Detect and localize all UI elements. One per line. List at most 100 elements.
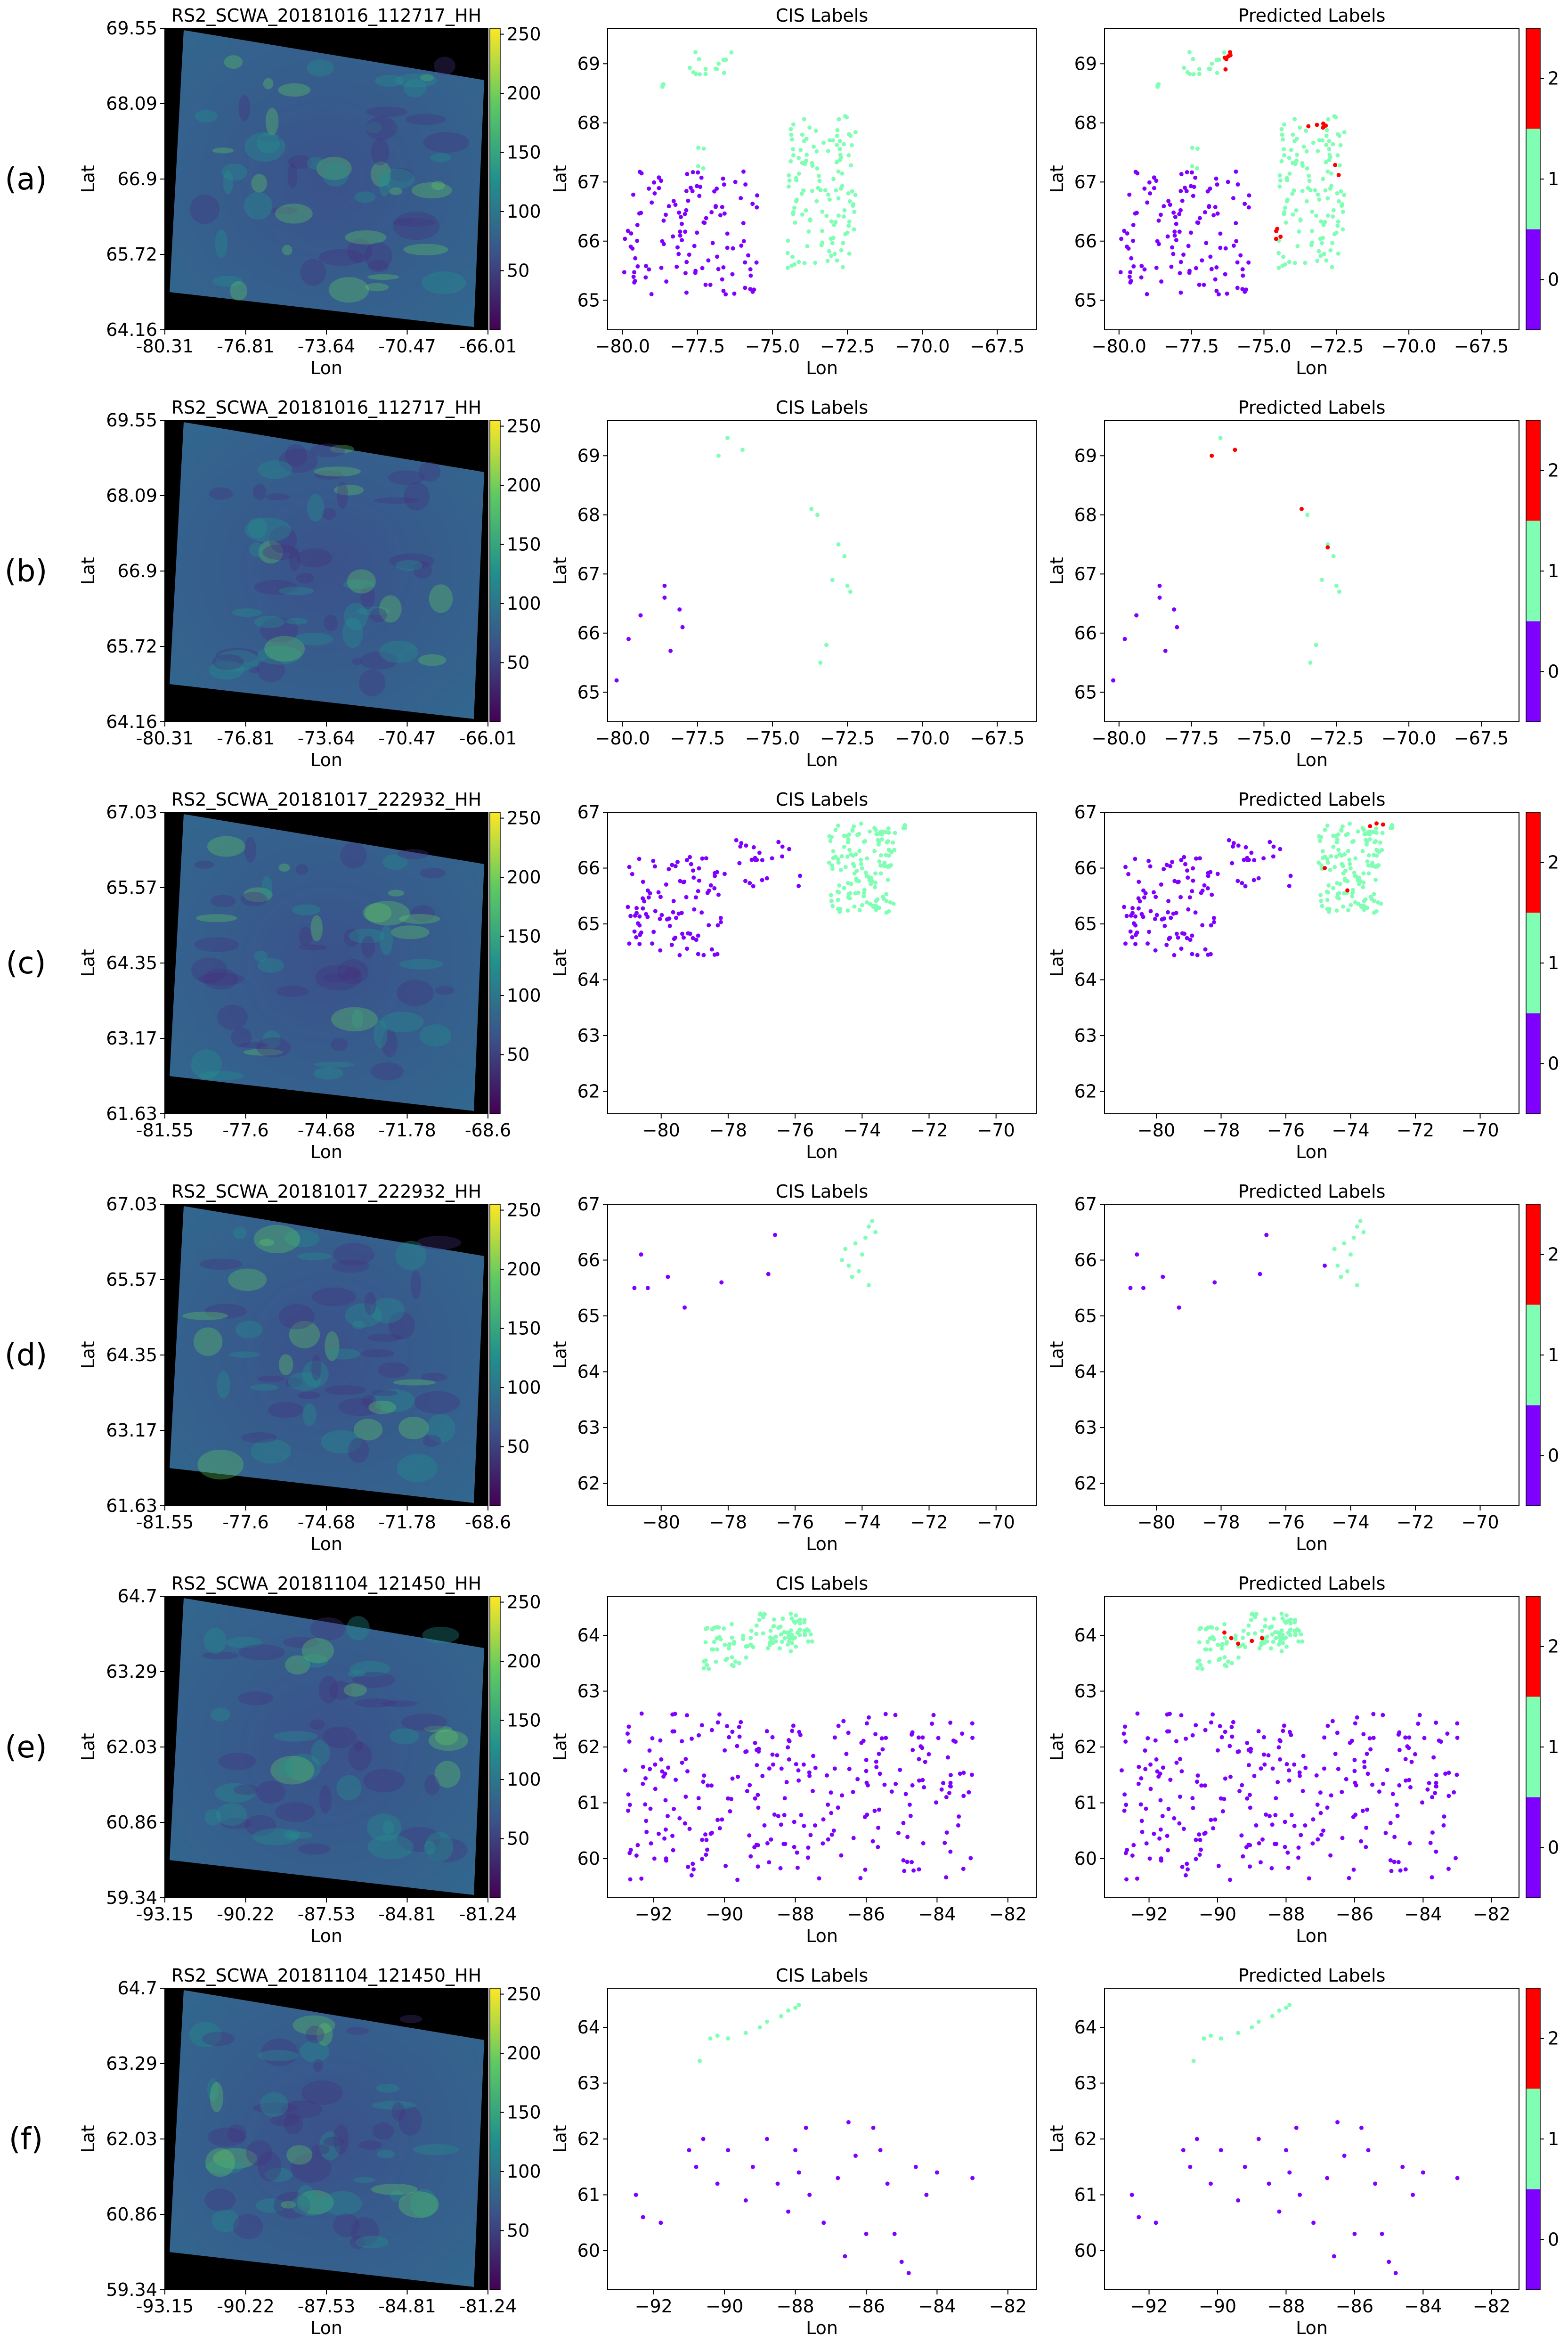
point-class-1 <box>1355 1283 1359 1288</box>
point-class-1 <box>733 1659 738 1664</box>
point-class-1 <box>757 1617 762 1622</box>
sar-texture <box>325 1331 340 1361</box>
point-class-0 <box>1247 1793 1252 1797</box>
point-class-0 <box>1246 1843 1251 1847</box>
point-class-1 <box>1282 122 1286 127</box>
scatter-points <box>1122 821 1395 957</box>
point-class-1 <box>1371 864 1375 868</box>
point-class-0 <box>1261 856 1266 861</box>
point-class-1 <box>1290 191 1295 196</box>
point-class-0 <box>632 1286 637 1290</box>
point-class-1 <box>873 880 878 885</box>
sar-texture <box>347 569 376 594</box>
sar-texture <box>393 218 435 227</box>
point-class-0 <box>1162 916 1167 921</box>
point-class-0 <box>682 212 687 216</box>
sar-colorbar-tick-label: 150 <box>507 534 541 555</box>
point-class-1 <box>829 253 834 258</box>
point-class-0 <box>622 270 626 275</box>
point-class-0 <box>680 238 684 243</box>
point-class-1 <box>842 554 847 559</box>
point-class-0 <box>634 2193 638 2197</box>
sar-texture <box>389 553 435 569</box>
sar-texture <box>422 1435 441 1447</box>
point-class-0 <box>1192 185 1196 189</box>
x-tick-label: −78 <box>709 1512 747 1533</box>
point-class-0 <box>1206 873 1211 878</box>
sar-colorbar-tick-label: 50 <box>507 261 529 281</box>
point-class-0 <box>696 170 700 175</box>
point-class-0 <box>1267 840 1272 844</box>
point-class-0 <box>722 211 727 216</box>
point-class-0 <box>802 1823 806 1828</box>
point-class-0 <box>726 1796 731 1801</box>
point-class-0 <box>1131 264 1136 269</box>
x-tick-label: −92 <box>635 1904 673 1925</box>
point-class-0 <box>1142 267 1147 272</box>
point-class-0 <box>1208 2181 1213 2186</box>
point-class-1 <box>1317 839 1322 843</box>
point-class-0 <box>1168 935 1172 940</box>
point-class-1 <box>854 876 859 881</box>
y-tick-label: 64.7 <box>117 1586 157 1607</box>
point-class-0 <box>716 892 721 897</box>
sar-texture <box>358 2140 382 2150</box>
point-class-0 <box>626 905 630 909</box>
sar-texture <box>282 245 292 255</box>
point-class-0 <box>771 1762 775 1767</box>
point-class-0 <box>705 890 710 895</box>
sar-texture <box>325 1348 360 1360</box>
point-class-0 <box>1361 1732 1366 1737</box>
y-tick-label: 65 <box>577 290 600 310</box>
point-class-1 <box>865 900 869 905</box>
point-class-1 <box>787 1633 791 1637</box>
point-class-1 <box>1274 1636 1278 1641</box>
point-class-1 <box>1291 212 1295 217</box>
point-class-0 <box>1127 192 1132 197</box>
point-class-0 <box>1211 1826 1216 1831</box>
plot-area <box>607 1596 1037 1898</box>
point-class-0 <box>692 907 697 912</box>
point-class-1 <box>727 1643 731 1648</box>
point-class-0 <box>673 935 678 940</box>
class-colorbar-segment <box>1526 420 1540 521</box>
point-class-0 <box>864 2231 869 2236</box>
point-class-0 <box>832 1766 837 1771</box>
point-class-1 <box>1185 70 1190 74</box>
y-axis-label: Lat <box>78 2125 98 2153</box>
point-class-0 <box>1191 878 1195 883</box>
y-axis-label: Lat <box>78 1733 98 1761</box>
point-class-1 <box>846 132 851 137</box>
sar-texture <box>353 1740 364 1752</box>
point-class-1 <box>873 1230 878 1234</box>
point-class-0 <box>712 189 717 194</box>
sar-texture <box>245 517 292 543</box>
point-class-1 <box>801 188 806 193</box>
point-class-0 <box>1218 1724 1222 1729</box>
point-class-0 <box>910 1783 915 1788</box>
point-class-0 <box>1353 1780 1357 1785</box>
point-class-0 <box>1146 930 1151 934</box>
sar-texture <box>273 1731 318 1742</box>
point-class-0 <box>1186 1867 1190 1872</box>
point-class-0 <box>672 1807 676 1812</box>
sar-colorbar-tick-label: 100 <box>507 2161 541 2182</box>
class-colorbar-tick-label: 2 <box>1548 68 1559 89</box>
point-class-1 <box>847 832 852 837</box>
point-class-1 <box>831 849 836 854</box>
point-class-0 <box>765 1841 770 1845</box>
point-class-0 <box>945 1755 950 1760</box>
point-class-1 <box>810 1639 814 1644</box>
point-class-1 <box>843 114 847 119</box>
point-class-0 <box>644 264 649 269</box>
class-colorbar-segment <box>1526 2189 1540 2290</box>
point-class-1 <box>1291 132 1295 137</box>
point-class-0 <box>695 230 699 235</box>
point-class-0 <box>1129 2193 1134 2197</box>
point-class-1 <box>1300 188 1305 193</box>
point-class-0 <box>1390 1792 1395 1796</box>
point-class-1 <box>803 1632 807 1636</box>
point-class-1 <box>715 1647 720 1652</box>
point-class-0 <box>1208 870 1213 874</box>
point-class-0 <box>1174 1739 1179 1744</box>
